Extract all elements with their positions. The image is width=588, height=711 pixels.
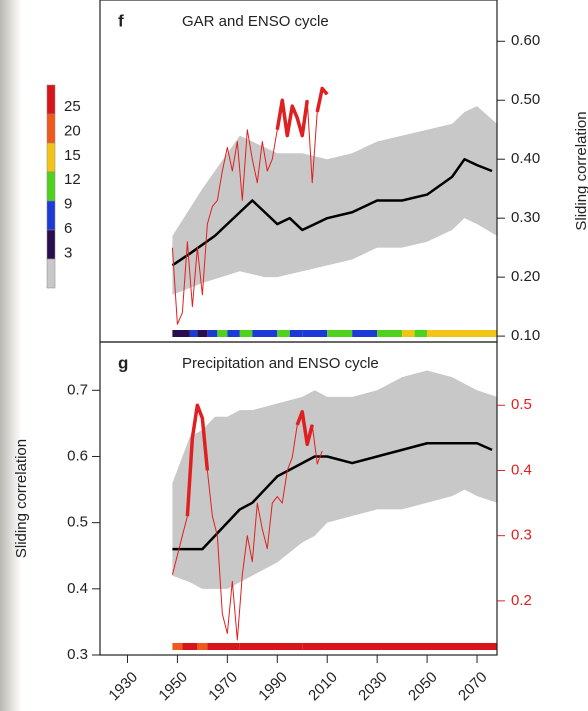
colorbar-swatch — [46, 84, 56, 115]
colorbar-swatch — [46, 142, 56, 173]
panel-title: GAR and ENSO cycle — [182, 13, 329, 30]
colorbar-label: 15 — [64, 147, 81, 164]
y-tick-label: 0.4 — [67, 580, 88, 597]
significance-strip — [217, 330, 228, 337]
panel-label: g — [118, 353, 128, 372]
x-tick-label: 2050 — [405, 669, 441, 705]
series-line — [275, 86, 329, 138]
y-axis-label: Sliding correlation — [573, 111, 588, 230]
x-tick-label: 2010 — [305, 669, 341, 705]
y-tick-label: 0.7 — [67, 381, 88, 398]
significance-strip — [207, 643, 240, 650]
y-tick-label: 0.50 — [511, 91, 540, 108]
colorbar-label: 12 — [64, 171, 81, 188]
colorbar-label: 3 — [64, 244, 72, 261]
significance-strip — [414, 330, 428, 337]
significance-strip — [352, 330, 378, 337]
y2-tick-label: 0.2 — [511, 592, 532, 609]
y-tick-label: 0.6 — [67, 447, 88, 464]
significance-strip — [182, 643, 198, 650]
colorbar-swatch — [46, 258, 56, 289]
significance-strip — [239, 643, 303, 650]
background-edge — [0, 0, 22, 711]
colorbar-label: 20 — [64, 122, 81, 139]
colorbar-label: 6 — [64, 220, 72, 237]
significance-strip — [207, 330, 218, 337]
x-tick-label: 1930 — [105, 669, 141, 705]
significance-strip — [377, 330, 403, 337]
colorbar-label: 25 — [64, 98, 81, 115]
y-tick-label: 0.20 — [511, 268, 540, 285]
significance-strip — [427, 330, 453, 337]
y-tick-label: 0.30 — [511, 209, 540, 226]
significance-strip — [227, 330, 240, 337]
significance-strip — [327, 330, 353, 337]
colorbar-label: 9 — [64, 196, 72, 213]
y-tick-label: 0.10 — [511, 327, 540, 344]
panel-frame — [99, 341, 498, 656]
significance-strip — [172, 643, 183, 650]
y-tick-label: 0.5 — [67, 514, 88, 531]
series-line — [185, 403, 314, 517]
colorbar-swatch — [46, 171, 56, 202]
y-tick-label: 0.3 — [67, 646, 88, 663]
x-tick-label: 2070 — [455, 669, 491, 705]
significance-strip — [172, 330, 190, 337]
y2-tick-label: 0.4 — [511, 461, 532, 478]
x-tick-label: 1990 — [255, 669, 291, 705]
y-axis-label: Sliding correlation — [13, 439, 30, 558]
panel-title: Precipitation and ENSO cycle — [182, 355, 379, 372]
colorbar-swatch — [46, 200, 56, 231]
series-line — [171, 157, 493, 267]
panel-label: f — [118, 11, 124, 30]
colorbar-swatch — [46, 229, 56, 260]
y2-tick-label: 0.3 — [511, 527, 532, 544]
uncertainty-band — [172, 370, 497, 589]
colorbar-swatch — [46, 113, 56, 144]
significance-strip — [197, 330, 208, 337]
x-tick-label: 2030 — [355, 669, 391, 705]
significance-strip — [197, 643, 208, 650]
x-tick-label: 1950 — [155, 669, 191, 705]
x-tick-label: 1970 — [205, 669, 241, 705]
significance-strip — [239, 330, 253, 337]
significance-strip — [289, 330, 303, 337]
y2-tick-label: 0.5 — [511, 396, 532, 413]
significance-strip — [252, 330, 278, 337]
significance-strip — [452, 330, 478, 337]
significance-strip — [302, 330, 328, 337]
uncertainty-band — [172, 106, 497, 295]
y-tick-label: 0.60 — [511, 32, 540, 49]
significance-strip — [302, 643, 497, 650]
significance-strip — [477, 330, 497, 337]
y-tick-label: 0.40 — [511, 150, 540, 167]
significance-strip — [189, 330, 198, 337]
significance-strip — [402, 330, 415, 337]
significance-strip — [277, 330, 290, 337]
